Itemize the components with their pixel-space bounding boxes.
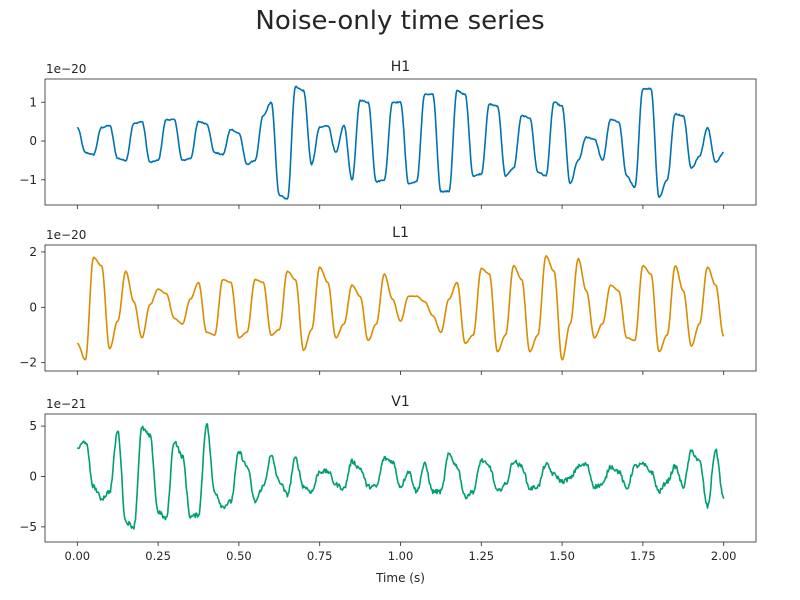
x-tick-label: 2.00 xyxy=(711,549,737,563)
x-tick-label: 1.25 xyxy=(468,549,494,563)
y-tick-label: −1 xyxy=(19,173,37,187)
panel-title: H1 xyxy=(391,59,410,75)
offset-text: 1e−21 xyxy=(46,397,86,411)
x-tick-label: 1.50 xyxy=(549,549,575,563)
axes-frame xyxy=(44,78,757,206)
y-tick-label: −5 xyxy=(19,520,37,534)
x-tick-label: 1.75 xyxy=(630,549,656,563)
y-tick-label: 0 xyxy=(29,134,37,148)
x-tick-label: 1.00 xyxy=(388,549,414,563)
offset-text: 1e−20 xyxy=(46,228,86,242)
y-tick-label: 0 xyxy=(29,469,37,483)
series-line xyxy=(76,423,725,530)
y-tick-label: 2 xyxy=(29,245,37,259)
x-tick-label: 0.00 xyxy=(65,549,91,563)
axes-frame xyxy=(44,413,757,543)
x-tick-label: 0.75 xyxy=(307,549,333,563)
y-tick-label: 1 xyxy=(29,95,37,109)
x-tick-label: 0.25 xyxy=(145,549,171,563)
panel-h1: −1 0 1 H1 1e−20 xyxy=(19,59,757,209)
panel-title: L1 xyxy=(392,225,409,241)
axes-frame xyxy=(44,244,757,372)
x-tick-label: 0.50 xyxy=(226,549,252,563)
y-tick-label: 0 xyxy=(29,300,37,314)
y-tick-label: −2 xyxy=(19,356,37,370)
series-line xyxy=(76,255,725,361)
x-axis-label: Time (s) xyxy=(375,571,425,585)
panel-title: V1 xyxy=(391,394,409,410)
figure-title: Noise-only time series xyxy=(255,6,545,36)
offset-text: 1e−20 xyxy=(46,62,86,76)
panel-v1: 0.00 0.25 0.50 0.75 1.00 1.25 1.50 1.75 2.00 −5 0 5… xyxy=(19,394,757,585)
y-tick-label: 5 xyxy=(29,419,37,433)
series-line xyxy=(76,85,724,200)
panel-l1: −2 0 2 L1 1e−20 xyxy=(19,225,757,375)
